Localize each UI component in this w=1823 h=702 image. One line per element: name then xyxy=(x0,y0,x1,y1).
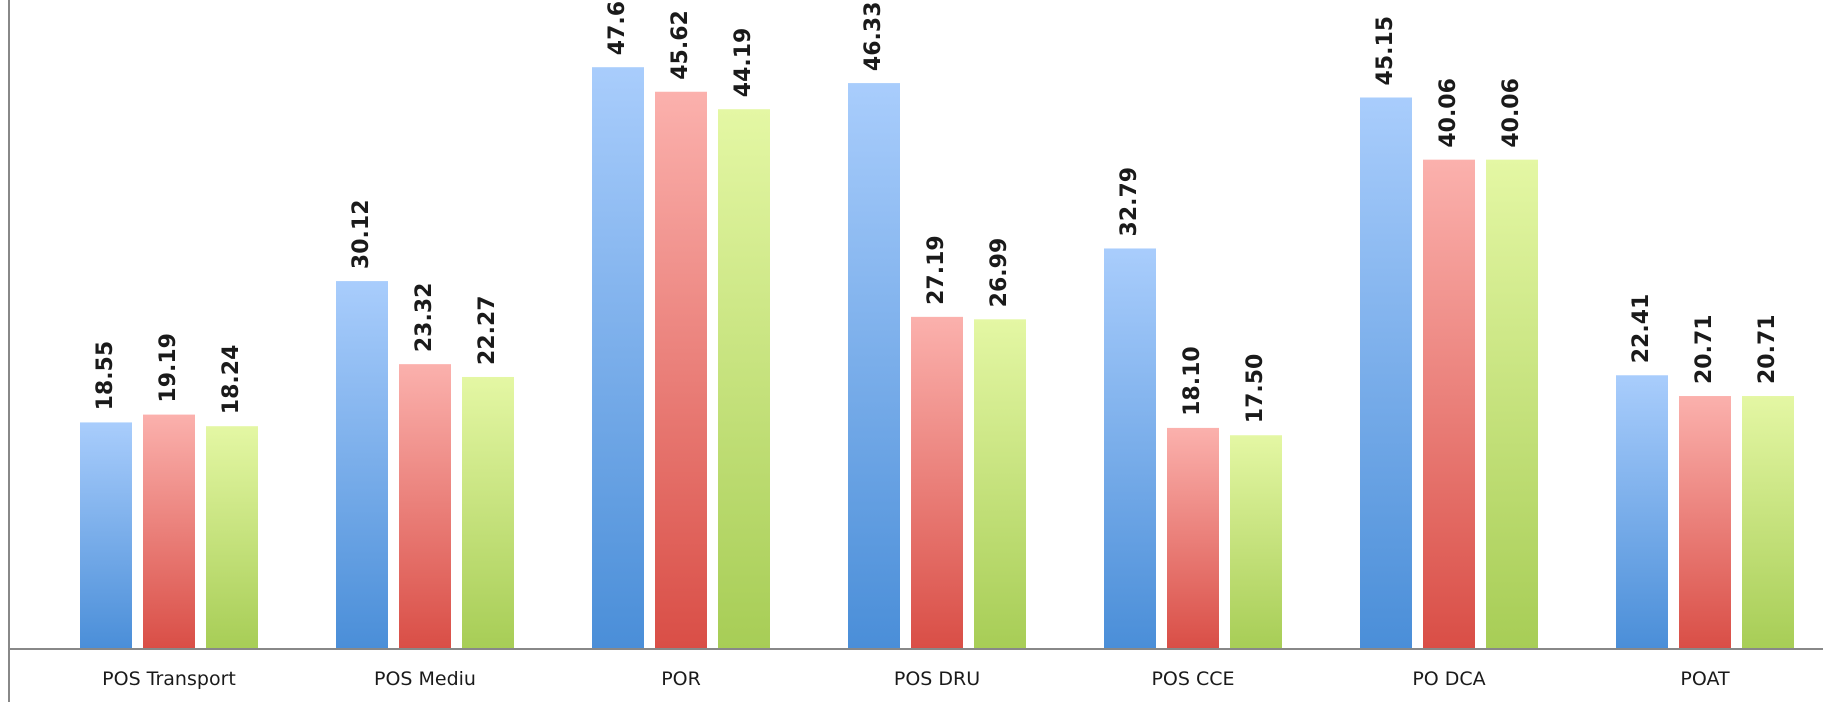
bar-pos-cce-series-3 xyxy=(1230,435,1282,649)
x-tick-label: PO DCA xyxy=(1412,668,1485,690)
value-label: 40.06 xyxy=(1499,78,1524,148)
x-tick-label: POS Mediu xyxy=(374,668,476,690)
value-label: 45.62 xyxy=(668,10,693,80)
value-label: 18.55 xyxy=(93,341,118,411)
bar-pos-mediu-series-2 xyxy=(399,364,451,649)
value-label: 40.06 xyxy=(1436,78,1461,148)
bar-por-series-2 xyxy=(655,91,707,649)
value-label: 18.24 xyxy=(219,345,244,415)
value-label: 18.10 xyxy=(1180,346,1205,416)
bar-poat-series-1 xyxy=(1616,375,1668,649)
bar-poat-series-2 xyxy=(1679,396,1731,649)
bar-poat-series-3 xyxy=(1742,396,1794,649)
x-tick-label: POS Transport xyxy=(102,668,236,690)
value-label: 20.71 xyxy=(1692,314,1717,384)
bar-por-series-1 xyxy=(592,67,644,650)
x-tick-label: POR xyxy=(661,668,701,690)
value-label: 22.41 xyxy=(1629,294,1654,364)
bar-pos-cce-series-1 xyxy=(1104,248,1156,649)
value-label: 23.32 xyxy=(412,283,437,353)
bar-pos-dru-series-2 xyxy=(911,316,963,649)
value-label: 22.27 xyxy=(475,295,500,365)
bar-pos-mediu-series-1 xyxy=(336,281,388,649)
bar-pos-transport-series-1 xyxy=(80,422,132,649)
bars-layer xyxy=(80,67,1794,650)
bar-pos-cce-series-2 xyxy=(1167,427,1219,649)
value-label: 20.71 xyxy=(1755,314,1780,384)
value-label: 19.19 xyxy=(156,333,181,403)
bar-pos-transport-series-3 xyxy=(206,426,258,649)
x-tick-label: POS DRU xyxy=(894,668,980,690)
bar-po-dca-series-3 xyxy=(1486,159,1538,649)
value-label: 30.12 xyxy=(349,199,374,269)
x-tick-label: POS CCE xyxy=(1151,668,1234,690)
bar-po-dca-series-2 xyxy=(1423,159,1475,649)
value-label: 45.15 xyxy=(1373,16,1398,86)
value-labels-layer: 18.55 19.19 18.24 30.12 23.32 22.27 47.63 45.62… xyxy=(93,0,1780,423)
bar-pos-transport-series-2 xyxy=(143,414,195,649)
value-label: 17.50 xyxy=(1243,354,1268,424)
bar-pos-dru-series-3 xyxy=(974,319,1026,649)
value-label: 26.99 xyxy=(987,238,1012,308)
value-label: 32.79 xyxy=(1117,167,1142,237)
bar-pos-mediu-series-3 xyxy=(462,376,514,649)
value-label: 46.33 xyxy=(861,1,886,71)
bar-po-dca-series-1 xyxy=(1360,97,1412,650)
bar-por-series-3 xyxy=(718,109,770,650)
value-label: 44.19 xyxy=(731,28,756,98)
x-tick-label: POAT xyxy=(1680,668,1730,690)
value-label: 47.63 xyxy=(605,0,630,55)
axis-layer: POS Transport POS Mediu POR POS DRU POS CCE P… xyxy=(8,0,1823,702)
value-label: 27.19 xyxy=(924,235,949,305)
bar-pos-dru-series-1 xyxy=(848,83,900,650)
